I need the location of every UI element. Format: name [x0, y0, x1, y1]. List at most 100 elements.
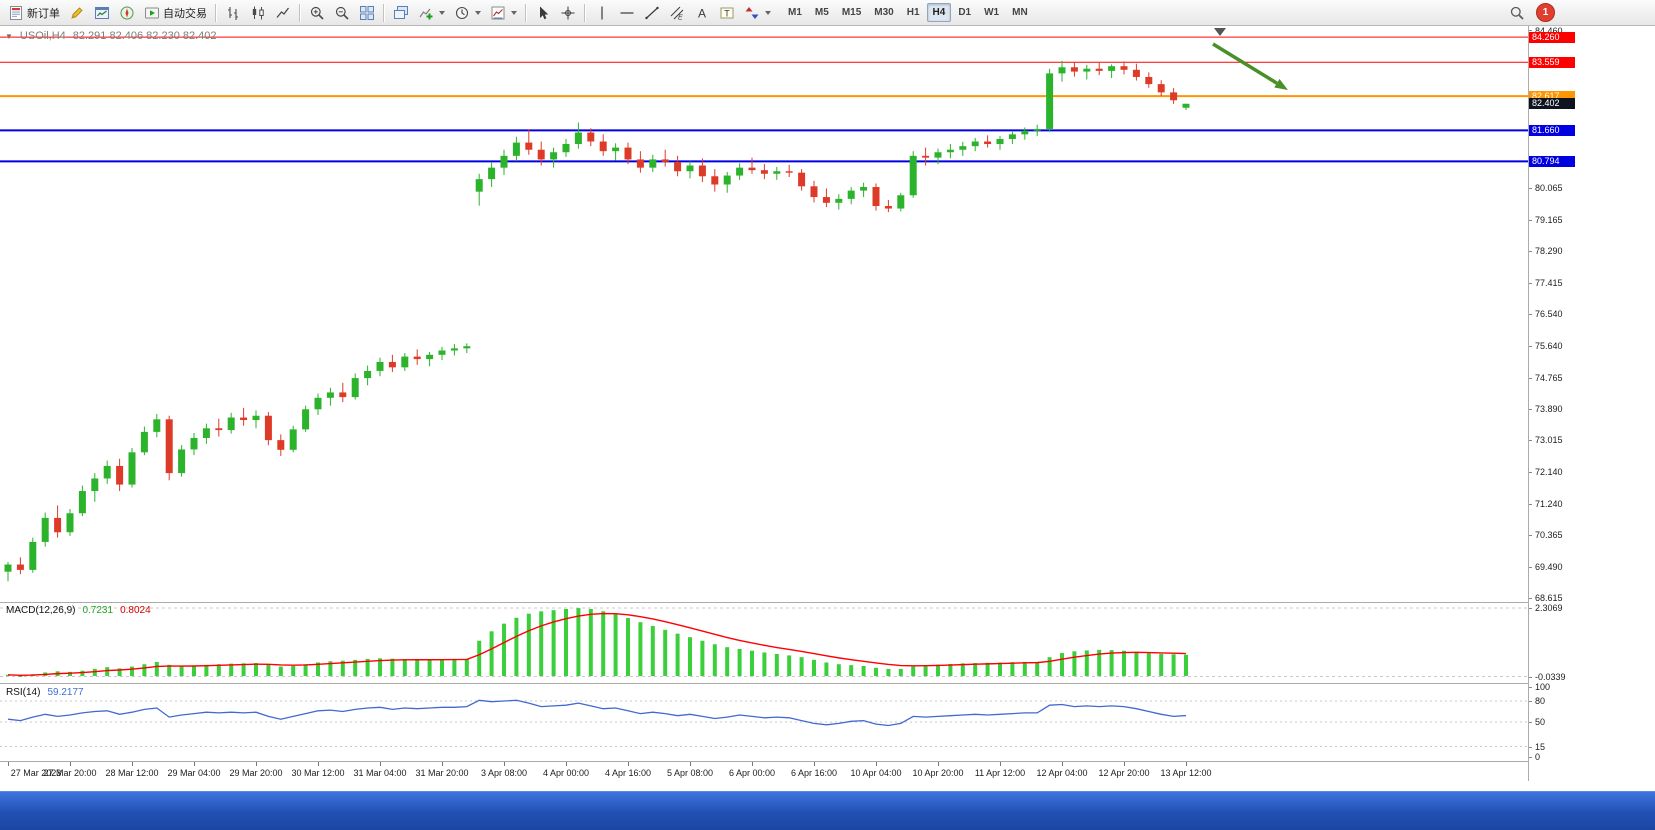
price-axis-label: 84.460	[1535, 26, 1563, 36]
axis-tick	[1529, 251, 1532, 253]
notification-badge[interactable]: 1	[1536, 3, 1555, 22]
candlestick-chart-button[interactable]	[246, 1, 270, 24]
zoom-in-button[interactable]	[305, 1, 329, 24]
time-axis[interactable]: 27 Mar 2023 27 Mar 20:00 28 Mar 12:00 29 Ma…	[0, 762, 1528, 781]
one-click-trading-caret-icon[interactable]: ▼	[5, 31, 13, 41]
trendline-button[interactable]	[640, 1, 664, 24]
axis-tick	[1529, 722, 1532, 723]
axis-tick	[1529, 677, 1532, 678]
panel-divider[interactable]	[0, 683, 1572, 684]
panel-divider	[0, 761, 1572, 762]
crosshair-icon	[560, 5, 576, 21]
search-button[interactable]	[1505, 1, 1529, 24]
text-label-button[interactable]: T	[715, 1, 739, 24]
text-label-icon: T	[719, 5, 735, 21]
rsi-indicator-title: RSI(14) 59.2177	[6, 687, 84, 698]
line-chart-button[interactable]	[271, 1, 295, 24]
time-axis-tick	[628, 762, 629, 766]
price-axis[interactable]: 84.460 80.065 79.165 78.290 77.415 76.540 75.6…	[1528, 26, 1655, 781]
timeframe-button-m15[interactable]: M15	[841, 7, 862, 18]
horizontal-line-button[interactable]	[615, 1, 639, 24]
chart-ohlc-readout: 82.291 82.406 82.230 82.402	[72, 30, 217, 42]
price-axis-label: 76.540	[1535, 308, 1563, 319]
time-axis-label: 3 Apr 08:00	[480, 768, 528, 778]
auto-arrange-button[interactable]	[355, 1, 379, 24]
cascade-windows-icon	[393, 5, 409, 21]
chevron-down-icon	[439, 10, 445, 15]
rsi-value: 59.2177	[47, 687, 84, 698]
time-axis-label: 29 Mar 20:00	[229, 768, 283, 778]
macd-histogram	[6, 608, 1188, 677]
price-axis-label: -0.0339	[1535, 672, 1566, 682]
autotrading-icon	[144, 5, 160, 21]
timeframe-button-h4[interactable]: H4	[926, 3, 952, 22]
new-order-button[interactable]: 新订单	[4, 1, 64, 24]
text-button[interactable]: A	[690, 1, 714, 24]
rsi-line	[7, 699, 1187, 727]
axis-tick	[1529, 377, 1532, 379]
timeframe-button-m1[interactable]: M1	[788, 7, 802, 18]
metaeditor-button[interactable]	[65, 1, 89, 24]
price-axis-label: 69.490	[1535, 561, 1563, 572]
time-axis-tick	[132, 762, 133, 766]
axis-tick	[1529, 503, 1532, 505]
navigator-button[interactable]	[115, 1, 139, 24]
cascade-windows-button[interactable]	[389, 1, 413, 24]
timeframe-button-h1[interactable]: H1	[906, 7, 920, 18]
cursor-button[interactable]	[531, 1, 555, 24]
timeframe-button-m5[interactable]: M5	[814, 7, 829, 18]
time-axis-label: 31 Mar 20:00	[415, 768, 469, 778]
timeframe-button-w1[interactable]: W1	[984, 7, 1000, 18]
bar-chart-button[interactable]	[221, 1, 245, 24]
crosshair-button[interactable]	[556, 1, 580, 24]
timeframe-group: M1 M5 M15 M30 H1 H4 D1 W1 MN	[782, 3, 1034, 22]
autotrading-label: 自动交易	[163, 7, 207, 20]
zoom-in-icon	[309, 5, 325, 21]
price-axis-label: 74.765	[1535, 372, 1563, 383]
macd-signal-line	[7, 612, 1187, 677]
vertical-line-button[interactable]	[590, 1, 614, 24]
svg-text:A: A	[698, 6, 706, 20]
indicators-button[interactable]	[414, 1, 449, 24]
periods-button[interactable]	[450, 1, 485, 24]
chevron-down-icon	[765, 10, 771, 15]
market-watch-button[interactable]	[90, 1, 114, 24]
chart-title: ▼ USOil,H4 82.291 82.406 82.230 82.402	[5, 30, 217, 42]
arrows-button[interactable]	[740, 1, 775, 24]
template-icon	[490, 5, 506, 21]
time-axis-label: 6 Apr 16:00	[790, 768, 838, 778]
axis-tick	[1529, 757, 1532, 758]
taskbar[interactable]	[0, 791, 1655, 830]
time-axis-label: 4 Apr 00:00	[542, 768, 590, 778]
zoom-out-button[interactable]	[330, 1, 354, 24]
time-axis-tick	[318, 762, 319, 766]
axis-tick	[1529, 598, 1532, 600]
time-axis-tick	[814, 762, 815, 766]
autotrading-button[interactable]: 自动交易	[140, 1, 211, 24]
search-icon	[1509, 5, 1525, 21]
axis-tick	[1529, 408, 1532, 410]
time-axis-tick	[876, 762, 877, 766]
macd-label: MACD(12,26,9)	[6, 605, 76, 616]
time-axis-tick	[690, 762, 691, 766]
equidistant-channel-button[interactable]: E	[665, 1, 689, 24]
time-axis-tick	[1000, 762, 1001, 766]
price-axis-label: 72.140	[1535, 466, 1563, 477]
timeframe-button-d1[interactable]: D1	[958, 7, 972, 18]
zoom-out-icon	[334, 5, 350, 21]
auto-arrange-icon	[359, 5, 375, 21]
horizontal-line-objects	[0, 36, 1528, 163]
time-axis-label: 13 Apr 12:00	[1160, 768, 1212, 778]
svg-text:E: E	[678, 14, 683, 21]
vertical-line-icon	[594, 5, 610, 21]
time-axis-label: 31 Mar 04:00	[353, 768, 407, 778]
chevron-down-icon	[475, 10, 481, 15]
time-axis-label: 12 Apr 04:00	[1036, 768, 1088, 778]
price-chart[interactable]	[0, 26, 1528, 761]
macd-signal-value: 0.8024	[120, 605, 151, 616]
panel-divider[interactable]	[0, 602, 1572, 603]
timeframe-button-mn[interactable]: MN	[1012, 7, 1028, 18]
templates-button[interactable]	[486, 1, 521, 24]
timeframe-button-m30[interactable]: M30	[874, 7, 894, 18]
price-line-badge: 81.660	[1529, 124, 1575, 136]
